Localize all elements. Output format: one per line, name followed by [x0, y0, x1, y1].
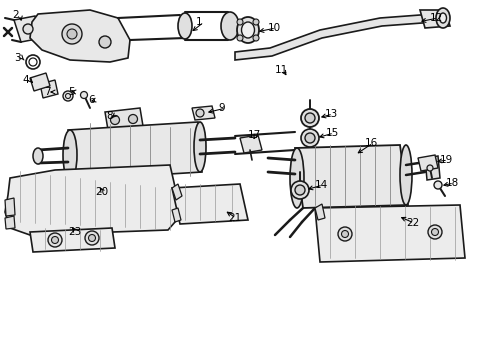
Ellipse shape [399, 145, 411, 205]
Circle shape [62, 24, 82, 44]
Text: 15: 15 [325, 128, 339, 138]
Circle shape [23, 24, 33, 34]
Circle shape [252, 19, 259, 25]
Polygon shape [172, 184, 182, 200]
Polygon shape [5, 198, 15, 216]
Polygon shape [68, 122, 202, 180]
Circle shape [301, 109, 318, 127]
Ellipse shape [63, 130, 77, 180]
Text: 9: 9 [218, 103, 224, 113]
Polygon shape [30, 228, 115, 252]
Circle shape [430, 229, 438, 235]
Polygon shape [235, 15, 444, 60]
Circle shape [99, 36, 111, 48]
Ellipse shape [178, 13, 192, 39]
Circle shape [85, 231, 99, 245]
Ellipse shape [289, 148, 304, 208]
Circle shape [237, 19, 243, 25]
Circle shape [294, 185, 305, 195]
Circle shape [51, 237, 59, 243]
Text: 12: 12 [429, 13, 442, 23]
Circle shape [305, 113, 314, 123]
Ellipse shape [439, 13, 446, 23]
Text: 21: 21 [227, 213, 241, 223]
Circle shape [427, 225, 441, 239]
Circle shape [48, 233, 62, 247]
Text: 22: 22 [405, 218, 418, 228]
Circle shape [337, 227, 351, 241]
Ellipse shape [194, 122, 205, 172]
Polygon shape [40, 80, 58, 98]
Polygon shape [172, 208, 181, 222]
Polygon shape [192, 106, 215, 120]
Circle shape [426, 165, 432, 171]
Circle shape [88, 234, 95, 242]
Circle shape [433, 181, 441, 189]
Polygon shape [14, 16, 42, 42]
Circle shape [305, 133, 314, 143]
Polygon shape [105, 108, 142, 130]
Polygon shape [294, 145, 407, 208]
Circle shape [341, 230, 348, 238]
Circle shape [110, 116, 119, 125]
Polygon shape [314, 204, 325, 220]
Text: 13: 13 [325, 109, 338, 119]
Circle shape [237, 35, 243, 41]
Polygon shape [5, 165, 178, 235]
Circle shape [63, 91, 73, 101]
Text: 16: 16 [364, 138, 378, 148]
Text: 17: 17 [247, 130, 261, 140]
Circle shape [252, 35, 259, 41]
Text: 10: 10 [267, 23, 281, 33]
Text: 5: 5 [68, 87, 75, 97]
Polygon shape [30, 73, 50, 91]
Polygon shape [5, 216, 15, 229]
Text: 4: 4 [22, 75, 29, 85]
Text: 3: 3 [14, 53, 20, 63]
Circle shape [128, 114, 137, 123]
Text: 2: 2 [12, 10, 19, 20]
Polygon shape [417, 155, 437, 171]
Text: 7: 7 [44, 87, 51, 97]
Text: 6: 6 [88, 95, 95, 105]
Text: 8: 8 [106, 111, 112, 121]
Ellipse shape [241, 22, 254, 38]
Ellipse shape [237, 17, 259, 43]
Circle shape [81, 91, 87, 99]
Circle shape [67, 29, 77, 39]
Polygon shape [172, 184, 247, 224]
Ellipse shape [221, 12, 239, 40]
Polygon shape [424, 156, 439, 180]
Polygon shape [314, 205, 464, 262]
Circle shape [290, 181, 308, 199]
Polygon shape [419, 10, 449, 28]
Ellipse shape [435, 8, 449, 28]
Ellipse shape [33, 148, 43, 164]
Polygon shape [240, 135, 262, 153]
Polygon shape [30, 10, 130, 62]
Text: 14: 14 [314, 180, 327, 190]
Text: 18: 18 [445, 178, 458, 188]
Text: 23: 23 [68, 227, 81, 237]
Circle shape [196, 109, 203, 117]
Text: 1: 1 [196, 17, 202, 27]
Circle shape [301, 129, 318, 147]
Text: 20: 20 [95, 187, 108, 197]
Text: 19: 19 [439, 155, 452, 165]
Text: 11: 11 [274, 65, 287, 75]
